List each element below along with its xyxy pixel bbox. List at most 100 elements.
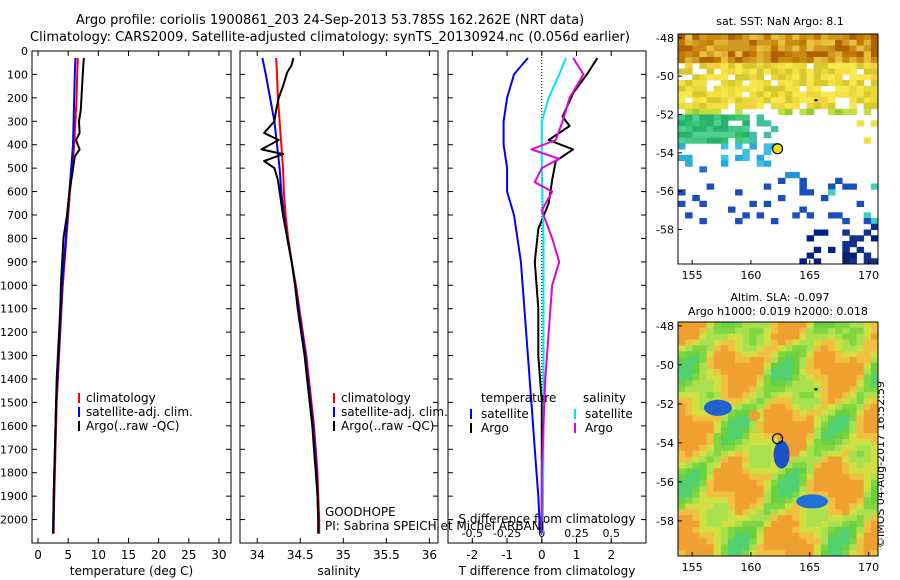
sst-frame [677, 33, 879, 265]
legend-header-temperature: temperature [481, 391, 556, 405]
x-axis-label: temperature (deg C) [70, 564, 193, 578]
map-y-tick-label: -52 [656, 109, 674, 122]
sla-map-title2: Argo h1000: 0.019 h2000: 0.018 [688, 305, 868, 318]
map-y-tick-label: -52 [656, 398, 674, 411]
y-tick-label: 800 [7, 232, 28, 245]
x-tick-label: 25 [181, 548, 196, 562]
y-tick-label: 1500 [0, 396, 28, 409]
y-tick-label: 900 [7, 256, 28, 269]
x2-tick-label: 0.25 [564, 527, 589, 540]
header-line1: Argo profile: coriolis 1900861_203 24-Se… [75, 13, 585, 28]
x-axis-label: salinity [317, 564, 360, 578]
sla-group [678, 322, 879, 557]
annotation-project: GOODHOPE [325, 505, 396, 519]
x-tick-label: 34 [250, 548, 265, 562]
x-tick-label: 30 [211, 548, 226, 562]
map-x-tick-label: 165 [799, 269, 820, 282]
legend-label: climatology [86, 391, 156, 405]
legend-label: satellite [585, 407, 633, 421]
legend-label: satellite [481, 407, 529, 421]
y-tick-label: 1000 [0, 279, 28, 292]
x-tick-label: 5 [64, 548, 72, 562]
legend-label: Argo(..raw -QC) [86, 419, 179, 433]
series-salinity-argo [530, 57, 585, 534]
legend-label: satellite-adj. clim. [341, 405, 448, 419]
x2-tick-label: -0.5 [462, 527, 483, 540]
x-tick-label: 36 [422, 548, 437, 562]
map-y-tick-label: -56 [656, 476, 674, 489]
map-y-tick-label: -54 [656, 437, 674, 450]
legend-label: Argo [585, 421, 613, 435]
x-tick-label: 35 [336, 548, 351, 562]
sla-frame [677, 321, 879, 557]
x-tick-label: -2 [466, 548, 478, 562]
y-tick-label: 700 [7, 209, 28, 222]
y-tick-label: 1700 [0, 443, 28, 456]
y-tick-label: 1100 [0, 303, 28, 316]
x-tick-label: 15 [121, 548, 136, 562]
series-argo-raw-qc- [260, 57, 320, 534]
x-tick-label: 34.5 [287, 548, 314, 562]
map-y-tick-label: -50 [656, 70, 674, 83]
y-tick-label: 0 [21, 45, 28, 58]
sla-low-eddy [773, 440, 790, 469]
y-tick-label: 1400 [0, 373, 28, 386]
legend-label: climatology [341, 391, 411, 405]
x-tick-label: 35.5 [373, 548, 400, 562]
x-tick-label: 10 [91, 548, 106, 562]
map-y-tick-label: -54 [656, 147, 674, 160]
x-axis-label: T difference from climatology [458, 564, 636, 578]
panel-frame-3 [447, 50, 647, 544]
annotation-pi: PI: Sabrina SPEICH et Michel ARBANI [325, 519, 544, 533]
x-tick-label: -1 [501, 548, 513, 562]
panel-frame-2 [239, 50, 439, 544]
sst-group [678, 34, 879, 265]
map-y-tick-label: -58 [656, 515, 674, 528]
y-tick-label: 100 [7, 68, 28, 81]
legend-label: Argo(..raw -QC) [341, 419, 434, 433]
x-tick-label: 0 [538, 548, 546, 562]
y-tick-label: 1300 [0, 350, 28, 363]
series-temperature-satellite [502, 57, 542, 534]
x-tick-label: 2 [607, 548, 615, 562]
y-tick-label: 200 [7, 92, 28, 105]
sla-low-eddy [704, 399, 732, 416]
map-x-tick-label: 160 [740, 561, 761, 574]
island-mark [814, 388, 818, 391]
x2-tick-label: -0.25 [493, 527, 521, 540]
y-tick-label: 1800 [0, 467, 28, 480]
y-tick-label: 400 [7, 139, 28, 152]
x-tick-label: 1 [573, 548, 581, 562]
map-x-tick-label: 165 [799, 561, 820, 574]
map-y-tick-label: -48 [656, 32, 674, 45]
float-position-marker [771, 143, 784, 155]
x-tick-label: 20 [151, 548, 166, 562]
panel-frame-1 [31, 50, 232, 544]
series-argo-raw-qc- [52, 57, 85, 534]
header-line2: Climatology: CARS2009. Satellite-adjuste… [30, 30, 630, 45]
x-tick-label: 0 [34, 548, 42, 562]
sla-low-eddy [796, 494, 829, 509]
legend-header-salinity: salinity [583, 391, 626, 405]
map-y-tick-label: -48 [656, 320, 674, 333]
y-tick-label: 500 [7, 162, 28, 175]
legend-label: Argo [481, 421, 509, 435]
map-x-tick-label: 170 [858, 269, 879, 282]
map-x-tick-label: 155 [682, 561, 703, 574]
map-y-tick-label: -50 [656, 359, 674, 372]
map-y-tick-label: -58 [656, 224, 674, 237]
y-tick-label: 1200 [0, 326, 28, 339]
map-x-tick-label: 160 [740, 269, 761, 282]
float-position-marker [771, 433, 784, 445]
sla-map-title1: Altim. SLA: -0.097 [730, 291, 830, 304]
x2-axis-label: S difference from climatology [459, 512, 636, 526]
y-tick-label: 1600 [0, 420, 28, 433]
map-x-tick-label: 155 [682, 269, 703, 282]
y-tick-label: 2000 [0, 514, 28, 527]
sla-high-eddy [748, 410, 761, 421]
island-mark [814, 99, 818, 102]
map-x-tick-label: 170 [858, 561, 879, 574]
y-tick-label: 1900 [0, 490, 28, 503]
y-tick-label: 300 [7, 115, 28, 128]
